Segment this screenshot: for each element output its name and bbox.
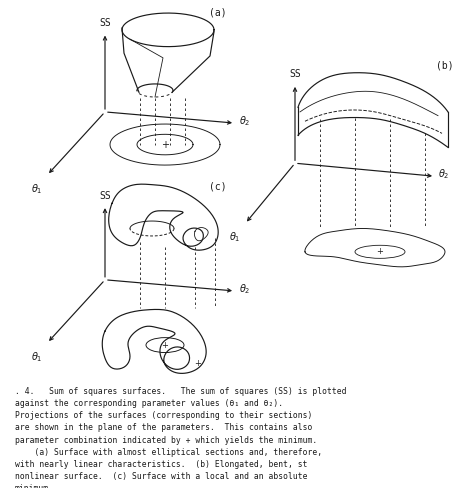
Text: (c): (c) xyxy=(209,182,227,192)
Text: $\theta_1$: $\theta_1$ xyxy=(229,230,241,244)
Text: $\theta_2$: $\theta_2$ xyxy=(438,167,450,182)
Text: . 4.   Sum of squares surfaces.   The sum of squares (SS) is plotted: . 4. Sum of squares surfaces. The sum of… xyxy=(15,387,346,396)
Text: SS: SS xyxy=(289,69,301,79)
Text: +: + xyxy=(377,247,384,256)
Text: minimum.: minimum. xyxy=(15,484,54,488)
Text: $\theta_1$: $\theta_1$ xyxy=(32,350,43,364)
Text: SS: SS xyxy=(99,190,111,201)
Text: +: + xyxy=(161,341,168,349)
Text: are shown in the plane of the parameters.  This contains also: are shown in the plane of the parameters… xyxy=(15,424,312,432)
Text: +: + xyxy=(161,140,169,149)
Text: $\theta_1$: $\theta_1$ xyxy=(32,182,43,196)
Text: $\theta_2$: $\theta_2$ xyxy=(239,282,251,296)
Text: +: + xyxy=(194,359,201,368)
Text: nonlinear surface.  (c) Surface with a local and an absolute: nonlinear surface. (c) Surface with a lo… xyxy=(15,472,307,481)
Text: against the corresponding parameter values (θ₁ and θ₂).: against the corresponding parameter valu… xyxy=(15,399,283,408)
Text: with nearly linear characteristics.  (b) Elongated, bent, st: with nearly linear characteristics. (b) … xyxy=(15,460,307,469)
Text: SS: SS xyxy=(99,18,111,28)
Text: (a) Surface with almost elliptical sections and, therefore,: (a) Surface with almost elliptical secti… xyxy=(15,447,322,457)
Text: Projections of the surfaces (corresponding to their sections): Projections of the surfaces (correspondi… xyxy=(15,411,312,420)
Text: $\theta_2$: $\theta_2$ xyxy=(239,114,251,128)
Text: (a): (a) xyxy=(209,7,227,18)
Text: (b): (b) xyxy=(436,61,454,71)
Text: parameter combination indicated by + which yields the minimum.: parameter combination indicated by + whi… xyxy=(15,436,317,445)
